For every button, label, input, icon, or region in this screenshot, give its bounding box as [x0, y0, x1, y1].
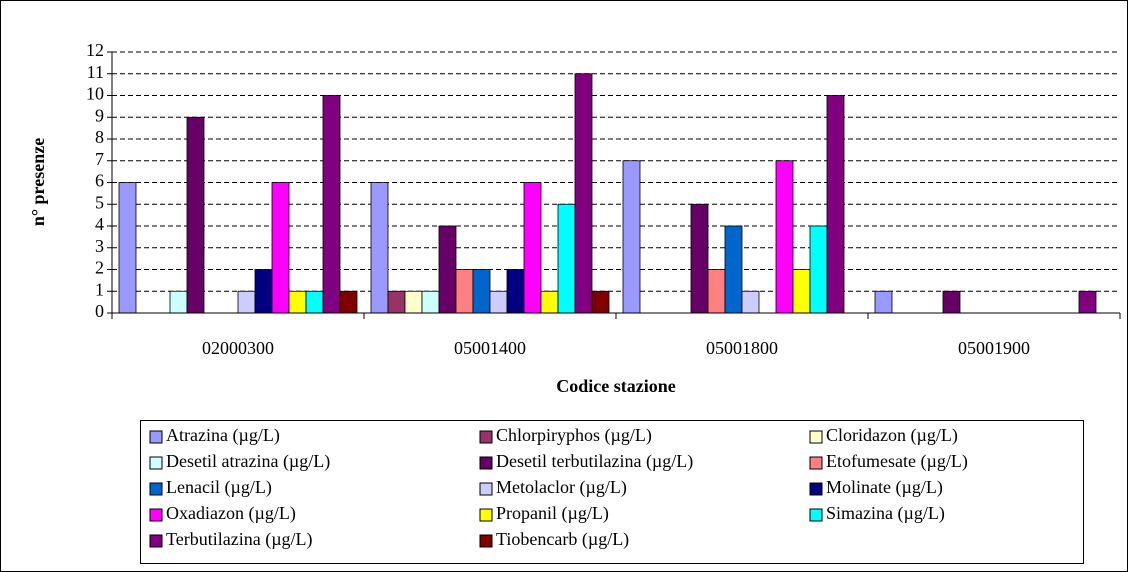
bar	[724, 225, 743, 314]
legend-label: Metolaclor (µg/L)	[496, 477, 627, 498]
y-tick-label: 9	[95, 105, 104, 125]
bar	[591, 290, 610, 314]
bar	[942, 290, 961, 314]
bar	[690, 203, 709, 314]
legend-label: Chlorpiryphos (µg/L)	[496, 425, 652, 446]
legend-swatch	[149, 534, 163, 548]
legend-swatch	[149, 508, 163, 522]
bar	[387, 290, 406, 314]
legend-label: Desetil atrazina (µg/L)	[166, 451, 330, 472]
legend-swatch	[479, 430, 493, 444]
legend-swatch	[479, 456, 493, 470]
y-tick-label: 12	[86, 40, 104, 60]
y-axis-label: n° presenze	[28, 138, 48, 226]
bar	[826, 95, 845, 314]
bar	[506, 269, 525, 314]
y-tick-label: 3	[95, 236, 104, 256]
bar	[540, 290, 559, 314]
bar	[874, 290, 893, 314]
legend-swatch	[149, 482, 163, 496]
bar	[472, 269, 491, 314]
legend-swatch	[479, 534, 493, 548]
x-tick-label: 02000300	[202, 338, 274, 358]
bar	[792, 269, 811, 314]
y-tick-label: 11	[87, 62, 104, 82]
legend-label: Desetil terbutilazina (µg/L)	[496, 451, 693, 472]
legend-label: Simazina (µg/L)	[826, 503, 945, 524]
x-tick-label: 05001900	[958, 338, 1030, 358]
bar	[254, 269, 273, 314]
legend-box	[140, 420, 1084, 564]
x-tick-label: 05001400	[454, 338, 526, 358]
legend-swatch	[149, 456, 163, 470]
y-tick-label: 6	[95, 171, 104, 191]
legend-label: Lenacil (µg/L)	[166, 477, 272, 498]
legend-label: Oxadiazon (µg/L)	[166, 503, 296, 524]
legend-label: Molinate (µg/L)	[826, 477, 943, 498]
bar	[186, 116, 205, 314]
bar	[370, 182, 389, 314]
y-tick-label: 2	[95, 258, 104, 278]
legend-label: Terbutilazina (µg/L)	[166, 529, 313, 550]
legend-swatch	[479, 482, 493, 496]
bar	[775, 160, 794, 314]
bar	[271, 182, 290, 314]
bar	[237, 290, 256, 314]
y-tick-label: 0	[95, 301, 104, 321]
bar	[741, 290, 760, 314]
y-tick-label: 5	[95, 192, 104, 212]
y-tick-label: 8	[95, 127, 104, 147]
bar	[322, 95, 341, 314]
y-tick-label: 4	[95, 214, 104, 234]
bar	[557, 203, 576, 314]
bar	[421, 290, 440, 314]
legend-swatch	[149, 430, 163, 444]
y-tick-label: 10	[86, 84, 104, 104]
legend-swatch	[809, 430, 823, 444]
legend-swatch	[809, 482, 823, 496]
bar	[523, 182, 542, 314]
bar	[489, 290, 508, 314]
legend-label: Cloridazon (µg/L)	[826, 425, 958, 446]
bar	[809, 225, 828, 314]
legend-label: Propanil (µg/L)	[496, 503, 609, 524]
bar	[118, 182, 137, 314]
legend-label: Atrazina (µg/L)	[166, 425, 280, 446]
y-tick-label: 7	[95, 149, 104, 169]
bar	[1078, 290, 1097, 314]
bar	[622, 160, 641, 314]
bar	[574, 73, 593, 314]
bar	[288, 290, 307, 314]
legend-label: Etofumesate (µg/L)	[826, 451, 968, 472]
bar	[438, 225, 457, 314]
bar	[339, 290, 358, 314]
legend-swatch	[479, 508, 493, 522]
bar	[707, 269, 726, 314]
x-axis-label: Codice stazione	[556, 376, 675, 396]
bar	[404, 290, 423, 314]
legend-swatch	[809, 456, 823, 470]
bar	[455, 269, 474, 314]
y-tick-label: 1	[95, 279, 104, 299]
x-tick-label: 05001800	[706, 338, 778, 358]
bar	[305, 290, 324, 314]
bar	[169, 290, 188, 314]
legend-label: Tiobencarb (µg/L)	[496, 529, 629, 550]
legend-swatch	[809, 508, 823, 522]
